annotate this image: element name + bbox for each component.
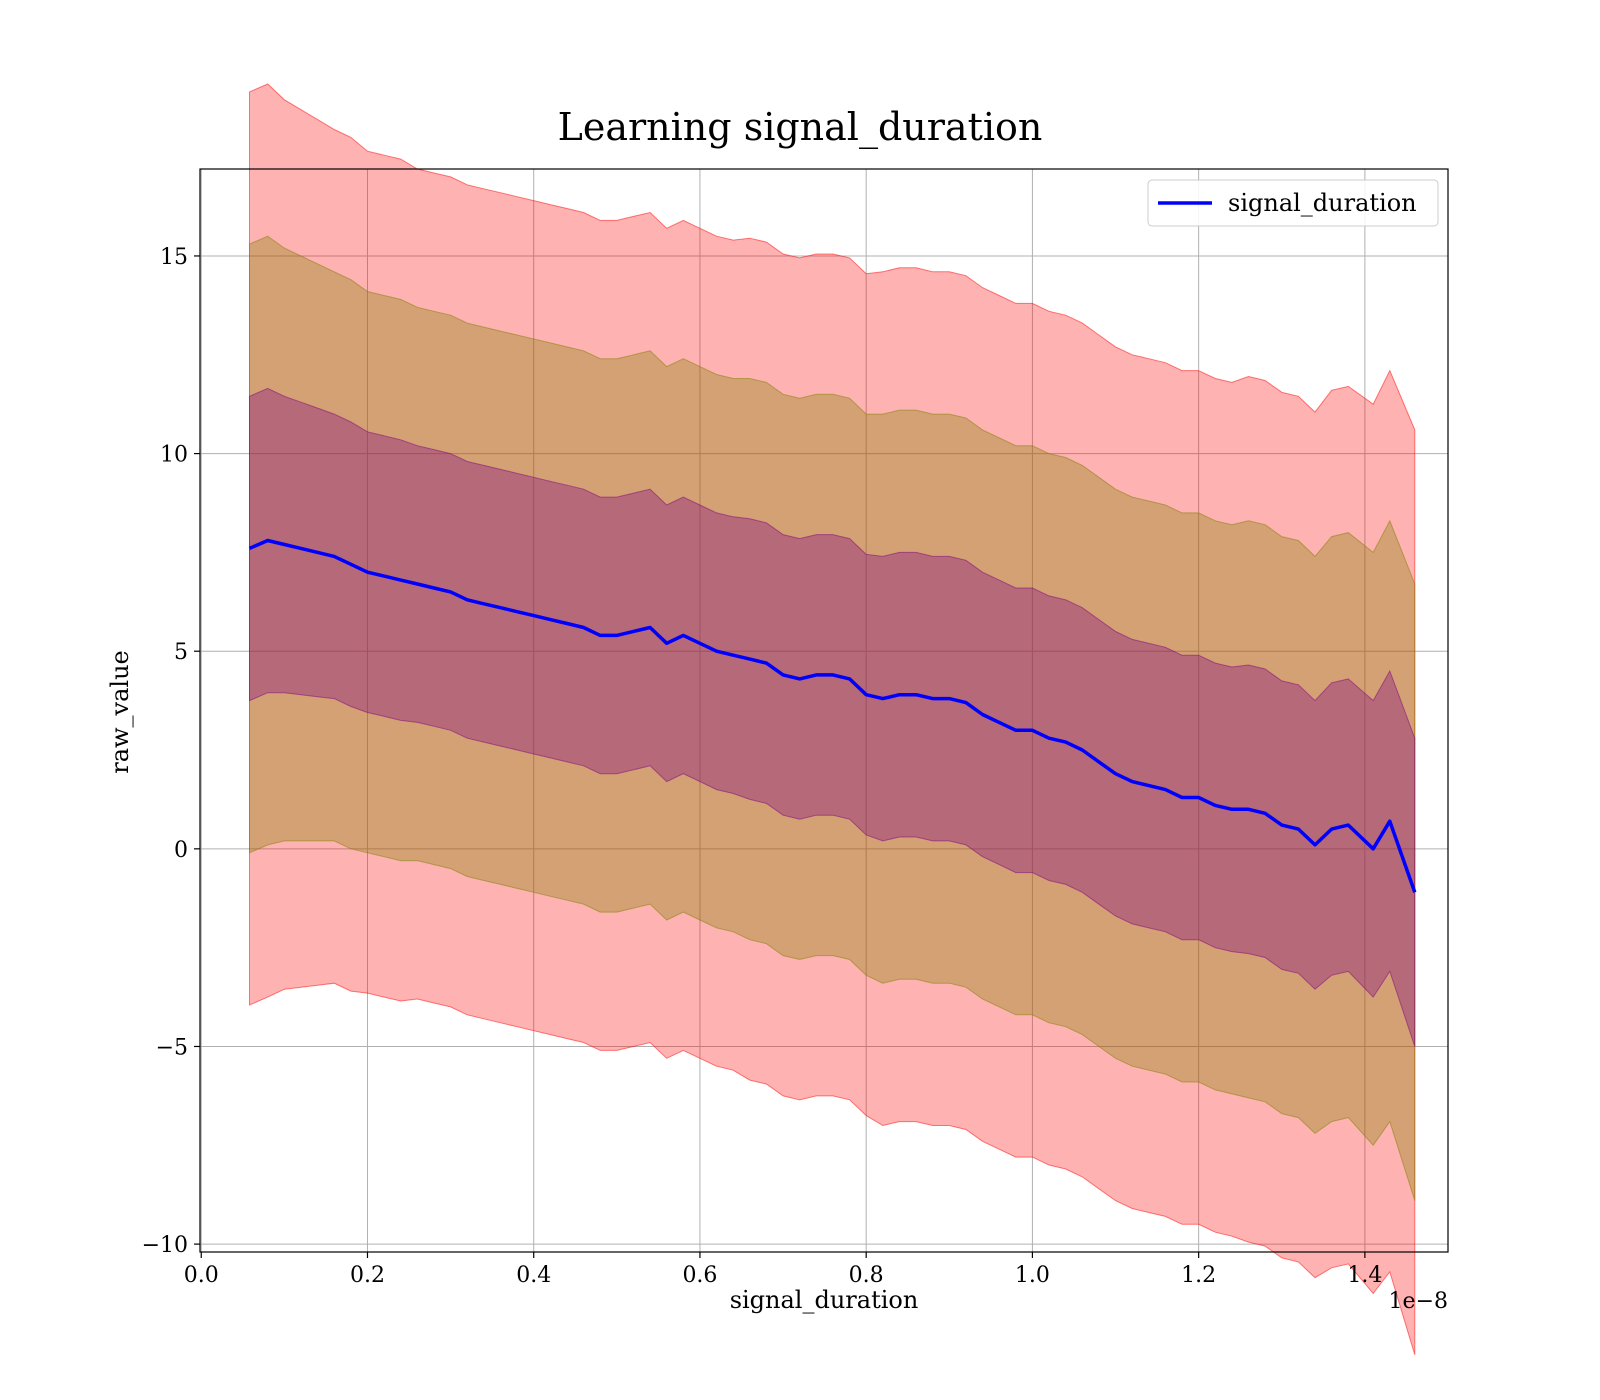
legend: signal_duration: [1147, 179, 1439, 227]
plot-frame: [199, 168, 1449, 1253]
std-band-2sigma: [249, 235, 1416, 1201]
y-tick-label: 15: [160, 245, 188, 270]
x-tick-label: 0.6: [682, 1263, 717, 1288]
y-axis-label: raw_value: [106, 650, 134, 774]
x-ticks: 0.0 0.2 0.4 0.6 0.8 1.0 1.2 1.4: [184, 1252, 1382, 1288]
y-tick-label: −5: [156, 1035, 188, 1060]
y-ticks: −10 −5 0 5 10 15: [142, 245, 200, 1258]
x-offset-text: 1e−8: [1389, 1289, 1448, 1314]
legend-box: [1147, 179, 1439, 227]
grid-lines: [200, 169, 1448, 1252]
y-tick-label: −10: [142, 1233, 188, 1258]
x-tick-label: 1.0: [1015, 1263, 1050, 1288]
x-tick-label: 1.2: [1181, 1263, 1216, 1288]
series-line-signal-duration: [248, 538, 1417, 893]
series-lines: [248, 538, 1417, 893]
std-band-3sigma: [249, 83, 1416, 1355]
x-tick-label: 1.4: [1347, 1263, 1382, 1288]
x-tick-label: 0.8: [849, 1263, 884, 1288]
std-band-1sigma: [249, 387, 1416, 1047]
chart-title: Learning signal_duration: [558, 105, 1043, 150]
y-tick-label: 5: [174, 640, 188, 665]
x-tick-label: 0.0: [184, 1263, 219, 1288]
y-tick-label: 10: [160, 443, 188, 468]
x-tick-label: 0.2: [350, 1263, 385, 1288]
x-tick-label: 0.4: [516, 1263, 551, 1288]
x-axis-label: signal_duration: [730, 1286, 919, 1314]
y-tick-label: 0: [174, 838, 188, 863]
std-bands: [249, 83, 1416, 1355]
legend-entry-signal-duration: signal_duration: [1228, 189, 1417, 217]
